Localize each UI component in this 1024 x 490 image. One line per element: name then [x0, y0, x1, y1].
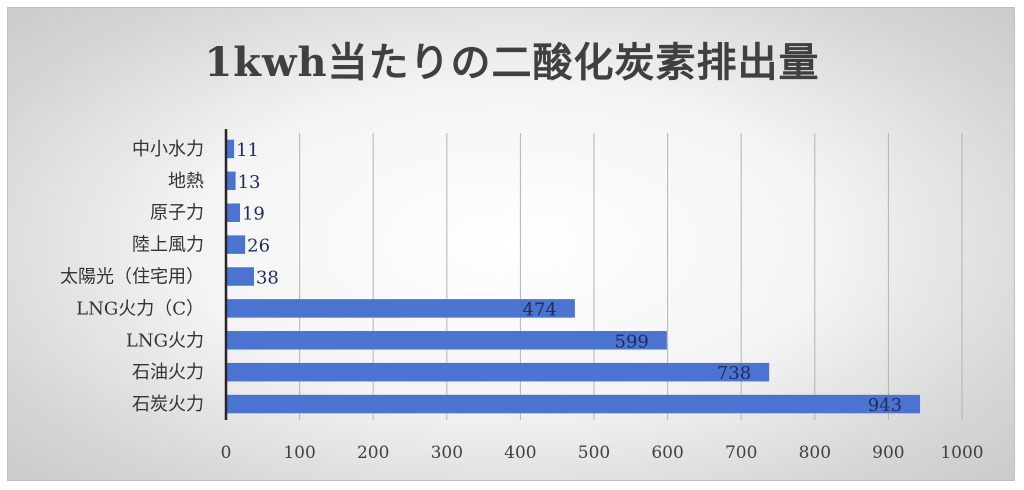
data-label: 38 — [256, 268, 279, 289]
x-tick-label: 300 — [431, 443, 463, 463]
x-tick-label: 200 — [357, 443, 389, 463]
category-label: 石炭火力 — [132, 394, 204, 415]
category-label: LNG火力 — [126, 330, 204, 351]
bar — [226, 394, 921, 414]
data-label: 474 — [523, 299, 557, 320]
bar — [226, 235, 246, 254]
category-label: 原子力 — [150, 203, 204, 224]
bar — [226, 203, 240, 222]
x-tick-label: 0 — [221, 443, 232, 463]
bar — [226, 139, 235, 159]
x-tick-label: 1000 — [940, 443, 983, 463]
bar — [226, 331, 667, 350]
data-label: 738 — [717, 363, 751, 384]
bar — [226, 171, 236, 191]
x-tick-label: 600 — [651, 443, 683, 463]
x-tick-label: 800 — [799, 443, 831, 463]
category-label: 石油火力 — [132, 362, 204, 383]
bar — [226, 267, 254, 286]
data-label: 599 — [615, 331, 649, 352]
category-label: 太陽光（住宅用） — [60, 267, 204, 288]
x-tick-label: 100 — [283, 443, 315, 463]
x-tick-label: 700 — [725, 443, 757, 463]
x-tick-label: 900 — [872, 443, 904, 463]
bar — [226, 299, 575, 318]
x-tick-label: 500 — [578, 443, 610, 463]
data-label: 26 — [247, 236, 270, 257]
x-tick-label: 400 — [504, 443, 536, 463]
data-label: 13 — [238, 172, 261, 193]
data-label: 19 — [242, 204, 265, 225]
data-label: 943 — [868, 395, 902, 416]
category-label: 中小水力 — [132, 139, 204, 160]
chart-title: 1kwh当たりの二酸化炭素排出量 — [204, 39, 820, 86]
category-label: LNG火力（C） — [76, 298, 204, 319]
bar — [226, 362, 770, 382]
data-label: 11 — [236, 140, 259, 161]
category-label: 地熱 — [168, 171, 204, 192]
category-label: 陸上風力 — [132, 235, 204, 256]
